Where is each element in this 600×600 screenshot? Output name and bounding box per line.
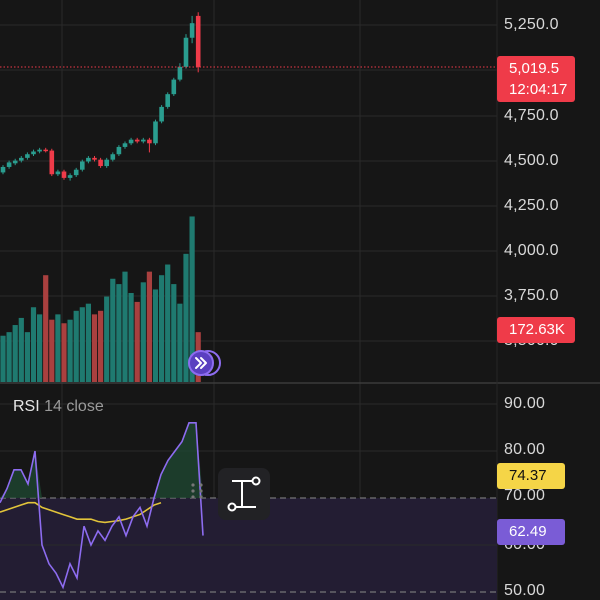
volume-bar — [165, 264, 171, 382]
candle-body — [6, 162, 12, 167]
volume-bar — [55, 314, 61, 382]
volume-bars — [0, 216, 201, 382]
candle-body — [67, 175, 73, 178]
last-price-tag: 5,019.5 12:04:17 — [497, 56, 575, 102]
candle-body — [25, 154, 30, 158]
measure-tool-button[interactable] — [218, 468, 270, 520]
volume-bar — [128, 293, 134, 382]
volume-bar — [104, 296, 110, 382]
price-axis-label: 4,000.0 — [504, 242, 559, 259]
price-axis-label: 4,250.0 — [504, 197, 559, 214]
candle-body — [165, 94, 170, 107]
rsi-value-tag: 62.49 — [497, 519, 565, 545]
candle-body — [159, 106, 164, 122]
volume-bar — [177, 303, 183, 382]
drag-dots-icon[interactable] — [182, 476, 212, 506]
volume-bar — [171, 284, 177, 382]
volume-bar — [152, 289, 159, 382]
candle-body — [43, 149, 48, 152]
candle-body — [31, 151, 36, 155]
volume-bar — [18, 317, 24, 382]
candle-body — [147, 139, 152, 144]
volume-bar — [189, 216, 195, 382]
volume-bar — [159, 275, 165, 382]
candle-body — [153, 121, 158, 144]
volume-bar — [91, 314, 98, 382]
rsi-legend[interactable]: RSI 14 close — [13, 398, 104, 416]
candle-body — [61, 171, 67, 178]
candle-body — [189, 23, 195, 38]
candle-body — [49, 150, 55, 175]
candle-body — [92, 157, 97, 160]
price-axis-label: 3,750.0 — [504, 287, 559, 304]
candle-body — [55, 171, 61, 175]
double-chevron-right-icon — [188, 350, 221, 376]
volume-bar — [49, 319, 55, 382]
volume-bar — [12, 325, 18, 382]
candle-body — [110, 154, 116, 160]
scroll-to-realtime-button[interactable] — [186, 348, 226, 378]
volume-bar — [98, 310, 104, 382]
candle-body — [171, 79, 177, 95]
volume-bar — [140, 282, 146, 382]
bar-countdown: 12:04:17 — [509, 81, 568, 98]
volume-bar — [110, 278, 116, 382]
candle-body — [122, 143, 128, 147]
candle-body — [183, 37, 189, 67]
volume-bar — [183, 253, 189, 382]
price-axis-label: 5,250.0 — [504, 16, 559, 33]
price-axis-label: 4,500.0 — [504, 152, 559, 169]
volume-bar — [134, 301, 140, 382]
volume-bar — [30, 307, 37, 382]
volume-bar — [24, 332, 30, 382]
volume-bar — [79, 307, 85, 382]
candle-body — [12, 160, 18, 164]
rsi-line — [0, 422, 204, 590]
volume-bar — [61, 323, 67, 382]
candle-body — [19, 157, 24, 161]
candle-body — [86, 157, 91, 162]
volume-bar — [6, 332, 12, 382]
candle-body — [37, 149, 42, 152]
candle-body — [0, 166, 6, 173]
candle-body — [73, 169, 79, 176]
candle-body — [128, 139, 134, 144]
candle-body — [141, 139, 146, 142]
volume-bar — [85, 303, 91, 382]
volume-bar — [122, 271, 128, 382]
rsi-ma-value-tag: 74.37 — [497, 463, 565, 489]
candle-body — [195, 15, 201, 67]
volume-value-tag: 172.63K — [497, 317, 575, 343]
candle-body — [104, 159, 109, 167]
volume-bar — [116, 284, 122, 382]
candle-body — [80, 161, 85, 170]
candle-body — [134, 139, 140, 142]
candlesticks — [0, 12, 201, 181]
volume-bar — [37, 314, 43, 382]
candle-body — [98, 159, 103, 167]
volume-bar — [146, 271, 152, 382]
rsi-overbought-fill — [0, 422, 203, 498]
rsi-axis-label: 70.00 — [504, 487, 546, 504]
candle-body — [116, 146, 122, 155]
rsi-panel[interactable] — [0, 403, 497, 600]
measure-range-icon — [227, 476, 261, 512]
candle-body — [177, 66, 183, 80]
volume-bar — [0, 335, 6, 382]
volume-bar — [43, 275, 49, 382]
volume-bar — [67, 319, 73, 382]
rsi-axis-label: 90.00 — [504, 395, 546, 412]
rsi-axis-label: 50.00 — [504, 582, 546, 599]
rsi-legend-name: RSI — [13, 398, 40, 415]
price-axis-label: 4,750.0 — [504, 107, 559, 124]
rsi-axis-label: 80.00 — [504, 441, 546, 458]
rsi-legend-params: 14 close — [44, 398, 104, 415]
last-price-value: 5,019.5 — [509, 60, 560, 77]
volume-bar — [73, 310, 79, 382]
